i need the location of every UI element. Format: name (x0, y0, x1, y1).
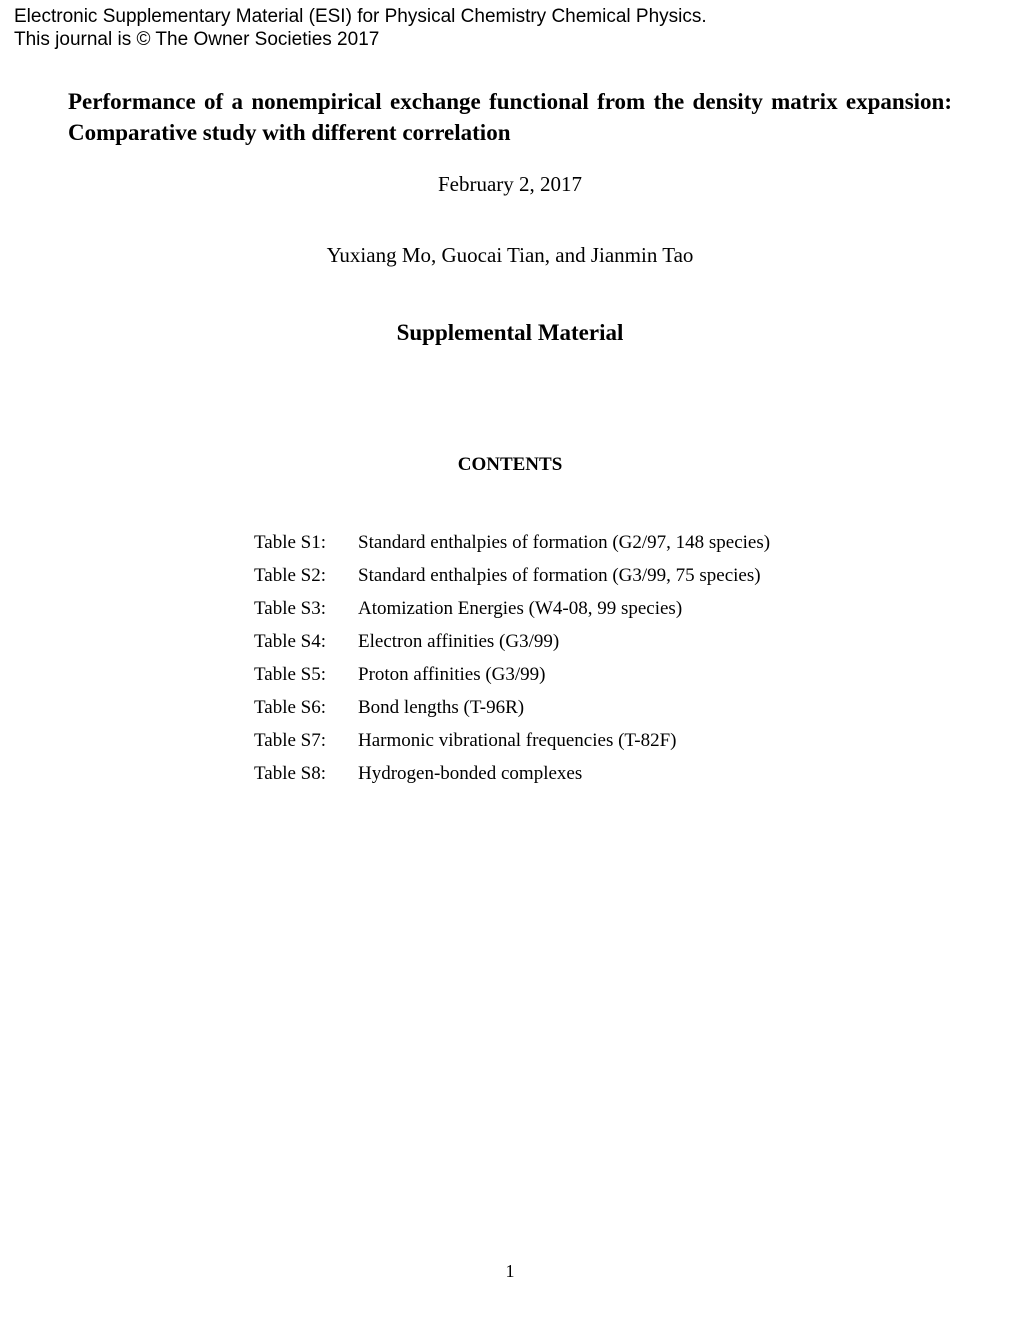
contents-label: Table S5: (254, 664, 358, 686)
page-number: 1 (0, 1261, 1020, 1282)
paper-title: Performance of a nonempirical exchange f… (68, 86, 952, 148)
contents-label: Table S1: (254, 532, 358, 554)
contents-desc: Hydrogen-bonded complexes (358, 763, 952, 785)
contents-desc: Standard enthalpies of formation (G3/99,… (358, 565, 952, 587)
contents-row: Table S8: Hydrogen-bonded complexes (254, 763, 952, 785)
contents-label: Table S7: (254, 730, 358, 752)
contents-desc: Atomization Energies (W4-08, 99 species) (358, 598, 952, 620)
paper-authors: Yuxiang Mo, Guocai Tian, and Jianmin Tao (68, 243, 952, 268)
contents-row: Table S2: Standard enthalpies of formati… (254, 565, 952, 587)
header-line-1: Electronic Supplementary Material (ESI) … (14, 6, 1020, 29)
contents-row: Table S5: Proton affinities (G3/99) (254, 664, 952, 686)
contents-list: Table S1: Standard enthalpies of formati… (254, 532, 952, 785)
contents-label: Table S2: (254, 565, 358, 587)
contents-row: Table S6: Bond lengths (T-96R) (254, 697, 952, 719)
contents-row: Table S3: Atomization Energies (W4-08, 9… (254, 598, 952, 620)
contents-label: Table S8: (254, 763, 358, 785)
contents-desc: Standard enthalpies of formation (G2/97,… (358, 532, 952, 554)
paper-date: February 2, 2017 (68, 172, 952, 197)
contents-label: Table S4: (254, 631, 358, 653)
contents-row: Table S7: Harmonic vibrational frequenci… (254, 730, 952, 752)
contents-desc: Bond lengths (T-96R) (358, 697, 952, 719)
contents-desc: Proton affinities (G3/99) (358, 664, 952, 686)
section-title: Supplemental Material (68, 320, 952, 346)
contents-row: Table S1: Standard enthalpies of formati… (254, 532, 952, 554)
contents-label: Table S3: (254, 598, 358, 620)
contents-heading: CONTENTS (68, 454, 952, 476)
header-line-2: This journal is © The Owner Societies 20… (14, 29, 1020, 52)
contents-row: Table S4: Electron affinities (G3/99) (254, 631, 952, 653)
contents-desc: Electron affinities (G3/99) (358, 631, 952, 653)
main-content: Performance of a nonempirical exchange f… (0, 52, 1020, 785)
contents-label: Table S6: (254, 697, 358, 719)
header-notice: Electronic Supplementary Material (ESI) … (0, 0, 1020, 52)
contents-desc: Harmonic vibrational frequencies (T-82F) (358, 730, 952, 752)
